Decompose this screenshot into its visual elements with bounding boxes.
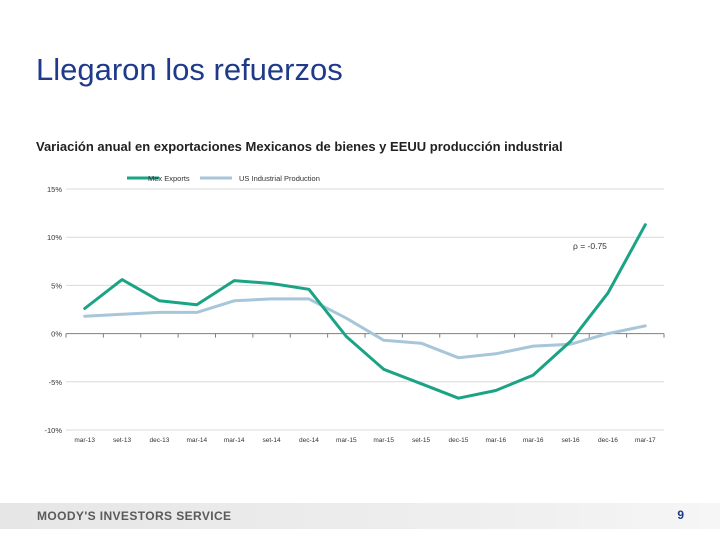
chart-title: Variación anual en exportaciones Mexican…: [36, 139, 563, 154]
x-tick-label: dec-14: [299, 437, 319, 444]
mex-exports-line: [83, 223, 647, 400]
chart-legend: Mex Exports US Industrial Production: [127, 174, 320, 183]
y-tick-label: 0%: [51, 330, 62, 339]
y-tick-label: 10%: [47, 233, 62, 242]
x-tick-label: mar-15: [373, 437, 394, 444]
x-tick-label: set-13: [113, 437, 131, 444]
legend-label: US Industrial Production: [239, 174, 320, 183]
y-tick-label: -5%: [49, 378, 63, 387]
correlation-annotation: ρ = -0.75: [573, 241, 607, 251]
x-axis-ticks: mar-13 set-13 dec-13 mar-14 mar-14 set-14 dec-…: [74, 437, 656, 444]
legend-label: Mex Exports: [148, 174, 190, 183]
x-tick-label: mar-16: [486, 437, 507, 444]
x-tick-label: dec-15: [449, 437, 469, 444]
x-tick-label: mar-15: [336, 437, 357, 444]
x-tick-label: mar-16: [523, 437, 544, 444]
chart-series: [83, 223, 647, 400]
footer-brand: MOODY'S INVESTORS SERVICE: [37, 509, 232, 523]
x-tick-label: mar-17: [635, 437, 656, 444]
y-tick-label: 15%: [47, 185, 62, 194]
page-number: 9: [677, 508, 684, 522]
y-tick-label: 5%: [51, 281, 62, 290]
x-tick-label: mar-13: [74, 437, 95, 444]
y-axis-ticks: -10% -5% 0% 5% 10% 15%: [44, 185, 62, 435]
x-tick-label: set-14: [263, 437, 281, 444]
x-tick-label: set-15: [412, 437, 430, 444]
x-tick-label: mar-14: [224, 437, 245, 444]
us-industrial-production-line: [83, 297, 647, 360]
slide-title: Llegaron los refuerzos: [36, 52, 343, 87]
x-tick-label: mar-14: [187, 437, 208, 444]
chart-grid: [65, 188, 665, 431]
footer-bar: MOODY'S INVESTORS SERVICE 9: [0, 503, 720, 529]
x-tick-label: dec-16: [598, 437, 618, 444]
y-tick-label: -10%: [44, 426, 62, 435]
x-tick-label: dec-13: [150, 437, 170, 444]
x-tick-label: set-16: [562, 437, 580, 444]
